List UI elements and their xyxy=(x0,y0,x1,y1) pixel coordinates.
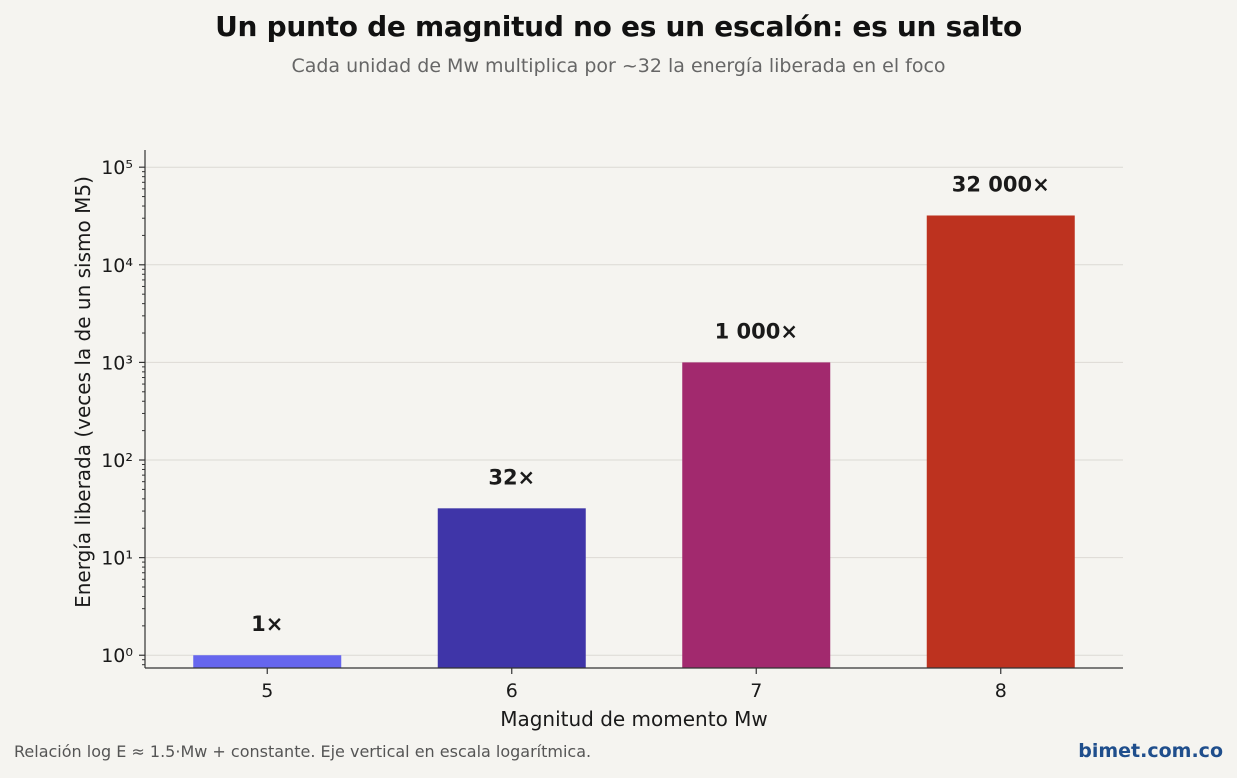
x-tick-label: 8 xyxy=(995,680,1007,702)
data-labels: 1× 32× 1 000× 32 000× xyxy=(251,172,1050,636)
data-label: 32 000× xyxy=(952,172,1050,196)
axes: 10⁰ 10¹ 10² 10³ 10⁴ 10⁵ 5 6 7 8 xyxy=(101,150,1123,702)
y-tick-label: 10⁵ xyxy=(101,157,133,179)
chart-subtitle: Cada unidad de Mw multiplica por ~32 la … xyxy=(291,55,946,77)
x-tick-label: 7 xyxy=(750,680,762,702)
brand-link[interactable]: bimet.com.co xyxy=(1078,740,1223,762)
x-axis-label: Magnitud de momento Mw xyxy=(500,707,768,731)
y-axis-label: Energía liberada (veces la de un sismo M… xyxy=(71,176,95,608)
data-label: 32× xyxy=(488,465,535,489)
bar-8 xyxy=(926,215,1075,669)
y-tick-label: 10² xyxy=(101,450,133,472)
y-tick-label: 10³ xyxy=(101,352,133,374)
y-tick-label: 10¹ xyxy=(101,548,133,570)
data-label: 1 000× xyxy=(715,319,798,343)
x-tick-label: 6 xyxy=(506,680,518,702)
x-tick-label: 5 xyxy=(261,680,273,702)
bar-5 xyxy=(193,655,342,668)
y-tick-label: 10⁴ xyxy=(101,255,133,277)
y-tick-label: 10⁰ xyxy=(101,645,133,667)
bar-6 xyxy=(437,508,586,668)
footer-note: Relación log E ≈ 1.5·Mw + constante. Eje… xyxy=(14,742,592,761)
data-label: 1× xyxy=(251,612,283,636)
chart-title: Un punto de magnitud no es un escalón: e… xyxy=(215,10,1022,43)
bar-7 xyxy=(682,362,831,668)
bars xyxy=(193,215,1075,669)
